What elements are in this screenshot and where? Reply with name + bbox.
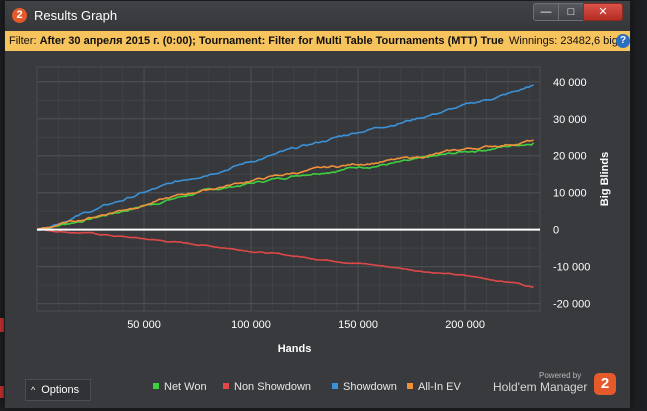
legend-item[interactable]: Non Showdown: [223, 381, 311, 393]
results-chart: 40 000 30 000 20 000 10 000 0 -10 000 -20 000 5…: [36, 66, 611, 355]
question-mark-icon[interactable]: ?: [616, 34, 630, 48]
x-axis-title: Hands: [278, 343, 312, 355]
hm2-logo-icon: 2: [594, 373, 616, 395]
legend-label: Non Showdown: [234, 381, 312, 393]
graph-area: 40 000 30 000 20 000 10 000 0 -10 000 -20 000 5…: [5, 51, 630, 408]
powered-by-label: Powered by: [539, 371, 582, 380]
filter-bar: Filter: After 30 апреля 2015 г. (0:00); …: [5, 31, 630, 51]
filter-description: Filter: After 30 апреля 2015 г. (0:00); …: [9, 31, 504, 51]
y-axis-title: Big Blinds: [599, 152, 611, 206]
background-app-bottom-edge: [0, 407, 647, 411]
series-line-showdown: [36, 84, 534, 232]
results-graph-window: 2 Results Graph — □ ✕ Filter: After 30 а…: [4, 0, 631, 408]
app-logo-icon: 2: [12, 8, 27, 23]
series-line-all-in-ev: [36, 139, 534, 231]
x-tick-label: 50 000: [127, 319, 161, 331]
chevron-up-icon: ^: [31, 385, 36, 395]
y-tick-label: 30 000: [553, 114, 587, 126]
legend-item[interactable]: All-In EV: [407, 381, 461, 393]
y-tick-label: 10 000: [553, 188, 587, 200]
x-tick-label: 150 000: [338, 319, 378, 331]
series-line-net-won: [36, 142, 535, 231]
winnings-value: 23482,6 big: [560, 35, 618, 47]
background-app-left-edge: [0, 0, 4, 411]
y-tick-label: 0: [553, 225, 559, 237]
background-app-marker: [0, 386, 4, 398]
y-tick-label: -10 000: [553, 262, 590, 274]
winnings-summary: Winnings: 23482,6 big: [509, 31, 618, 51]
close-button[interactable]: ✕: [583, 3, 623, 21]
window-title: Results Graph: [34, 8, 118, 23]
y-tick-label: 40 000: [553, 77, 587, 89]
legend-swatch: [153, 383, 159, 389]
x-tick-label: 100 000: [231, 319, 271, 331]
legend-label: All-In EV: [418, 381, 461, 393]
title-bar[interactable]: 2 Results Graph — □ ✕: [5, 1, 630, 31]
x-tick-label: 200 000: [445, 319, 485, 331]
legend-item[interactable]: Net Won: [153, 381, 207, 393]
winnings-label: Winnings:: [509, 35, 558, 47]
filter-tournament: Filter for Multi Table Tournaments (MTT)…: [268, 35, 504, 47]
series-line-non-showdown: [37, 228, 534, 289]
options-label: Options: [41, 384, 80, 396]
legend-swatch: [407, 383, 413, 389]
y-tick-label: -20 000: [553, 299, 590, 311]
legend-swatch: [223, 383, 229, 389]
maximize-button[interactable]: □: [558, 3, 584, 21]
filter-separator: ; Tournament:: [192, 35, 269, 47]
minimize-button[interactable]: —: [533, 3, 559, 21]
background-app-right-edge: [631, 0, 647, 411]
filter-date: After 30 апреля 2015 г. (0:00): [39, 35, 193, 47]
y-tick-label: 20 000: [553, 151, 587, 163]
legend-item[interactable]: Showdown: [332, 381, 397, 393]
legend-label: Showdown: [343, 381, 397, 393]
legend-swatch: [332, 383, 338, 389]
options-button[interactable]: ^ Options: [25, 379, 91, 401]
filter-prefix: Filter:: [9, 35, 40, 47]
brand-name: Hold'em Manager: [493, 380, 588, 394]
legend-label: Net Won: [164, 381, 207, 393]
background-app-marker: [0, 318, 4, 332]
